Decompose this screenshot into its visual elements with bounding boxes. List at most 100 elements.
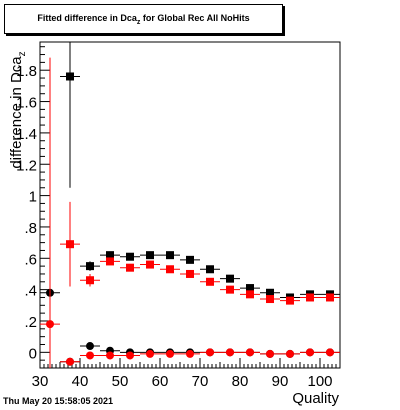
data-point [200, 348, 220, 357]
y-tick-label: 1.6 [16, 95, 37, 112]
x-tick-label: 70 [192, 373, 209, 390]
square-marker [266, 288, 274, 297]
square-marker [126, 252, 134, 261]
circle-marker [306, 348, 314, 357]
square-marker [166, 265, 174, 274]
square-marker [86, 262, 94, 271]
y-tick-label: .8 [24, 220, 37, 237]
circle-marker [146, 349, 154, 358]
data-point [120, 351, 140, 360]
timestamp: Thu May 20 15:58:05 2021 [3, 396, 114, 406]
data-point [260, 288, 280, 297]
data-point [80, 351, 100, 360]
data-point [260, 295, 280, 304]
x-tick-label: 60 [152, 373, 169, 390]
chart-title: Fitted difference in Dcaz for Global Rec… [37, 13, 249, 26]
square-marker [106, 257, 114, 266]
square-marker [266, 295, 274, 304]
square-marker [186, 269, 194, 278]
data-point [140, 260, 160, 269]
data-point [280, 349, 300, 358]
data-point [60, 357, 80, 366]
data-point [220, 285, 240, 294]
data-point [320, 293, 340, 302]
x-tick-label: 80 [232, 373, 249, 390]
circle-marker [266, 349, 274, 358]
data-marks [40, 42, 340, 368]
data-point [300, 293, 320, 302]
series-red-circle [40, 57, 340, 368]
circle-marker [286, 349, 294, 358]
data-point [100, 251, 120, 260]
data-point [320, 348, 340, 357]
y-axis-label-main: difference in Dca [8, 56, 25, 169]
data-point [240, 290, 260, 299]
data-point [220, 274, 240, 283]
x-tick-label: 100 [307, 373, 332, 390]
square-marker [226, 285, 234, 294]
y-tick-label: .6 [24, 251, 37, 268]
series-red-square [60, 201, 340, 305]
x-tick-label: 40 [72, 373, 89, 390]
series-black-square [60, 42, 340, 302]
data-point [80, 273, 100, 287]
data-point [100, 257, 120, 266]
circle-marker [226, 348, 234, 357]
square-marker [66, 72, 74, 81]
y-tick-label: 1.2 [16, 157, 37, 174]
square-marker [306, 293, 314, 302]
data-point [140, 251, 160, 260]
plot-frame [39, 41, 341, 369]
data-point [80, 342, 100, 351]
square-marker [146, 251, 154, 260]
chart-title-subscript: z [136, 18, 141, 26]
square-marker [206, 277, 214, 286]
chart-title-box: Fitted difference in Dcaz for Global Rec… [4, 4, 283, 34]
circle-marker [46, 320, 54, 329]
data-point [280, 296, 300, 305]
circle-marker [66, 357, 74, 366]
chart-title-suffix: for Global Rec All NoHits [140, 12, 250, 23]
data-point [260, 349, 280, 358]
axes: 30 40 50 60 70 80 90 100 0 .2 .4 .6 .8 1 1.2 1.4 1.6 1.8 [16, 41, 341, 390]
square-marker [326, 293, 334, 302]
data-point [160, 251, 180, 260]
data-point [140, 349, 160, 358]
circle-marker [166, 349, 174, 358]
square-marker [246, 290, 254, 299]
y-tick-label: .2 [24, 314, 37, 331]
square-marker [166, 251, 174, 260]
y-axis-label: difference in Dcaz [8, 10, 28, 210]
circle-marker [186, 349, 194, 358]
x-axis-label: Quality [292, 390, 339, 407]
y-tick-label: 1 [29, 189, 37, 206]
data-point [160, 349, 180, 358]
y-tick-label: 1.4 [16, 126, 37, 143]
x-tick-label: 90 [272, 373, 289, 390]
data-point [240, 348, 260, 357]
data-point [180, 255, 200, 264]
data-point [240, 284, 260, 293]
square-marker [206, 265, 214, 274]
x-tick-label: 50 [112, 373, 129, 390]
y-tick-label: 1.8 [16, 63, 37, 80]
circle-marker [86, 342, 94, 351]
data-point [220, 348, 240, 357]
data-point [160, 265, 180, 274]
data-point [120, 263, 140, 272]
square-marker [246, 284, 254, 293]
data-point [40, 57, 60, 368]
data-point [180, 269, 200, 278]
square-marker [226, 274, 234, 283]
data-point [180, 349, 200, 358]
data-point [120, 252, 140, 261]
y-tick-label: 0 [29, 345, 37, 362]
y-axis-label-subscript: z [17, 51, 28, 57]
square-marker [86, 276, 94, 285]
data-point [100, 351, 120, 360]
square-marker [146, 260, 154, 269]
data-point [80, 261, 100, 271]
square-marker [186, 255, 194, 264]
x-tick-label: 30 [32, 373, 49, 390]
circle-marker [126, 351, 134, 360]
